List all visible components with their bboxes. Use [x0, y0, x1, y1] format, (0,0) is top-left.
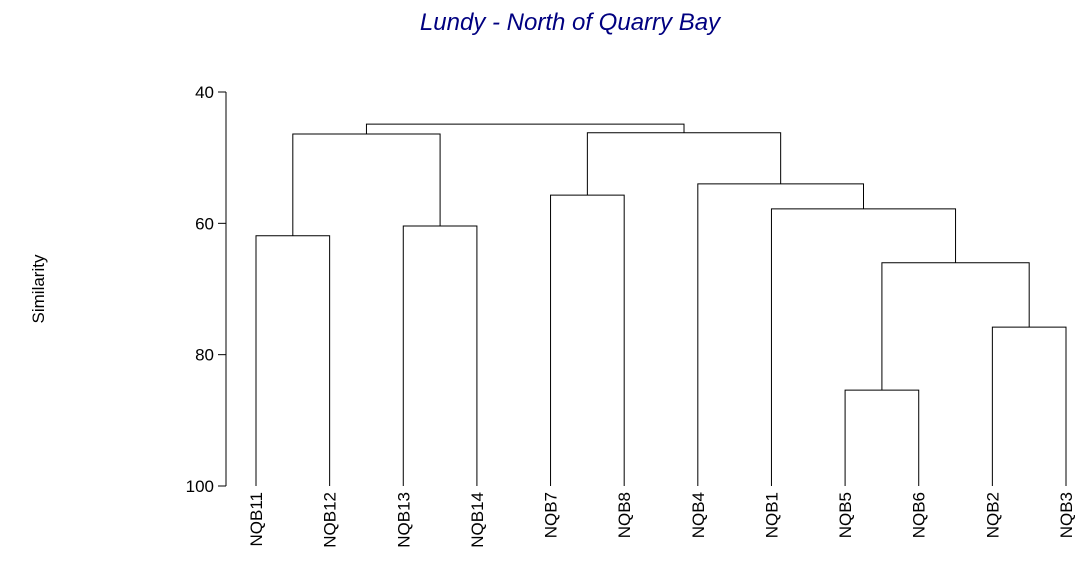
- branch: [365, 123, 685, 135]
- y-tick-label: 40: [195, 83, 214, 102]
- leaf-label: NQB13: [394, 492, 413, 548]
- leaf-label: NQB2: [983, 492, 1002, 538]
- y-tick-label: 80: [195, 346, 214, 365]
- y-axis-label: Similarity: [29, 254, 48, 323]
- branch: [255, 235, 331, 486]
- leaf-label: NQB7: [542, 492, 561, 538]
- branch: [881, 262, 1030, 391]
- branch: [402, 225, 478, 486]
- leaf-label: NQB8: [615, 492, 634, 538]
- leaf-label: NQB14: [468, 492, 487, 548]
- y-tick-label: 100: [186, 477, 214, 496]
- leaf-label: NQB12: [321, 492, 340, 548]
- leaf-label: NQB6: [910, 492, 929, 538]
- branch: [586, 132, 782, 196]
- branch: [550, 194, 625, 486]
- chart-title: Lundy - North of Quarry Bay: [420, 9, 722, 36]
- branch: [991, 326, 1067, 486]
- branch: [292, 133, 441, 236]
- leaf-label: NQB4: [689, 492, 708, 538]
- branch: [770, 208, 957, 486]
- y-tick-label: 60: [195, 214, 214, 233]
- leaf-label: NQB1: [762, 492, 781, 538]
- leaf-label: NQB11: [247, 492, 266, 547]
- branch: [844, 389, 920, 486]
- branch: [697, 183, 864, 486]
- leaf-label: NQB5: [836, 492, 855, 538]
- leaf-label: NQB3: [1057, 492, 1076, 538]
